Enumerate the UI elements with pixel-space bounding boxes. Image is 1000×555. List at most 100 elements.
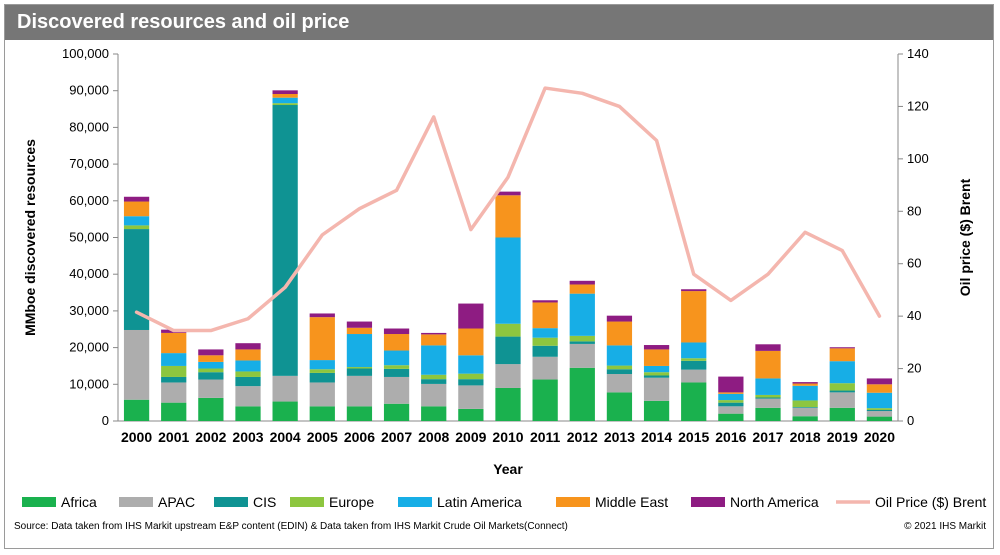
bar-segment [569,293,595,336]
bar-segment [681,291,707,343]
bar-segment [866,416,893,421]
x-tick-label: 2007 [381,429,412,445]
legend-label: Oil Price ($) Brent [875,494,986,510]
bar-segment [606,392,633,421]
x-tick-label: 2017 [752,429,783,445]
bar-segment [421,332,447,335]
bar-segment [829,361,855,384]
bar-segment [495,336,521,365]
bar-segment [532,379,558,421]
bar-segment [532,328,558,338]
source-note: Source: Data taken from IHS Markit upstr… [14,521,568,532]
bar-segment [309,382,335,407]
x-tick-label: 2020 [864,429,895,445]
legend-swatch [556,497,590,507]
bar-segment [829,347,855,349]
bar-segment [755,344,781,351]
bar-segment [792,407,818,417]
bar-segment [272,94,298,98]
bar-segment [346,334,373,368]
bar-segment [792,385,818,401]
legend-label: Middle East [595,494,668,510]
y-tick-label: 0 [102,413,109,428]
bar-segment [866,408,893,410]
bar-segment [161,365,187,377]
bar-segment [681,382,707,421]
bar-segment [718,393,744,401]
bar-segment [346,321,373,328]
bar-segment [346,327,373,335]
legend-swatch [398,497,432,507]
bar-segment [718,392,744,394]
y2-tick-label: 40 [907,308,921,323]
bar-segment [532,300,558,303]
bar-segment [458,379,484,386]
bar-segment [309,360,335,370]
x-tick-label: 2006 [344,429,375,445]
bar-segment [643,349,670,366]
x-tick-label: 2018 [790,429,821,445]
bar-segment [495,323,521,337]
bar-segment [235,376,261,387]
bar-segment [495,387,521,421]
bar-segment [606,315,633,322]
x-tick-label: 2002 [195,429,226,445]
bar-segment [792,382,818,384]
y-axis-title: MMboe discovered resources [22,139,38,336]
bar-segment [718,402,744,407]
bar-segment [198,397,224,421]
y2-tick-label: 80 [907,203,921,218]
bar-segment [235,406,261,421]
bar-segment [718,406,744,414]
bar-segment [681,358,707,361]
bar-segment [383,403,410,421]
bar-segment [458,385,484,409]
bar-segment [792,416,818,421]
bar-segment [198,355,224,362]
y-tick-label: 10,000 [69,376,109,391]
bar-segment [123,196,150,202]
price-line [134,86,882,333]
bar-segment [346,375,373,407]
bar-segment [681,369,707,383]
bar-segment [643,375,670,378]
bar-segment [495,237,521,324]
legend-swatch [119,497,153,507]
x-tick-label: 2011 [530,429,561,445]
bar-segment [123,329,150,400]
bar-segment [198,368,224,373]
bar-segment [569,335,595,342]
legend-label: CIS [253,494,276,510]
bar-segment [161,402,187,421]
bar-segment [198,379,224,398]
bar-segment [235,386,261,407]
legend-swatch [290,497,324,507]
bar-segment [458,328,484,356]
y-tick-label: 50,000 [69,230,109,245]
bar-segment [755,350,781,379]
y-tick-label: 100,000 [62,46,109,61]
bar-segment [421,334,447,346]
bar-segment [161,376,187,383]
bar-segment [123,225,150,230]
bar-segment [123,399,150,421]
y2-tick-label: 140 [907,46,929,61]
bar-segment [866,411,893,417]
bar-segment [606,345,633,366]
bar-segment [829,383,855,391]
bar-segment [458,408,484,421]
bar-segment [161,382,187,403]
bar-segment [792,407,818,408]
bar-segment [718,400,744,403]
bar-segment [383,350,410,366]
x-tick-label: 2013 [604,429,635,445]
bar-segment [829,407,855,421]
y-tick-label: 80,000 [69,119,109,134]
bar-segment [606,321,633,346]
bar-segment [718,413,744,421]
bar-segment [755,397,781,399]
bar-segment [495,195,521,238]
legend-swatch [214,497,248,507]
bar-segment [569,284,595,294]
bar-segment [309,372,335,383]
